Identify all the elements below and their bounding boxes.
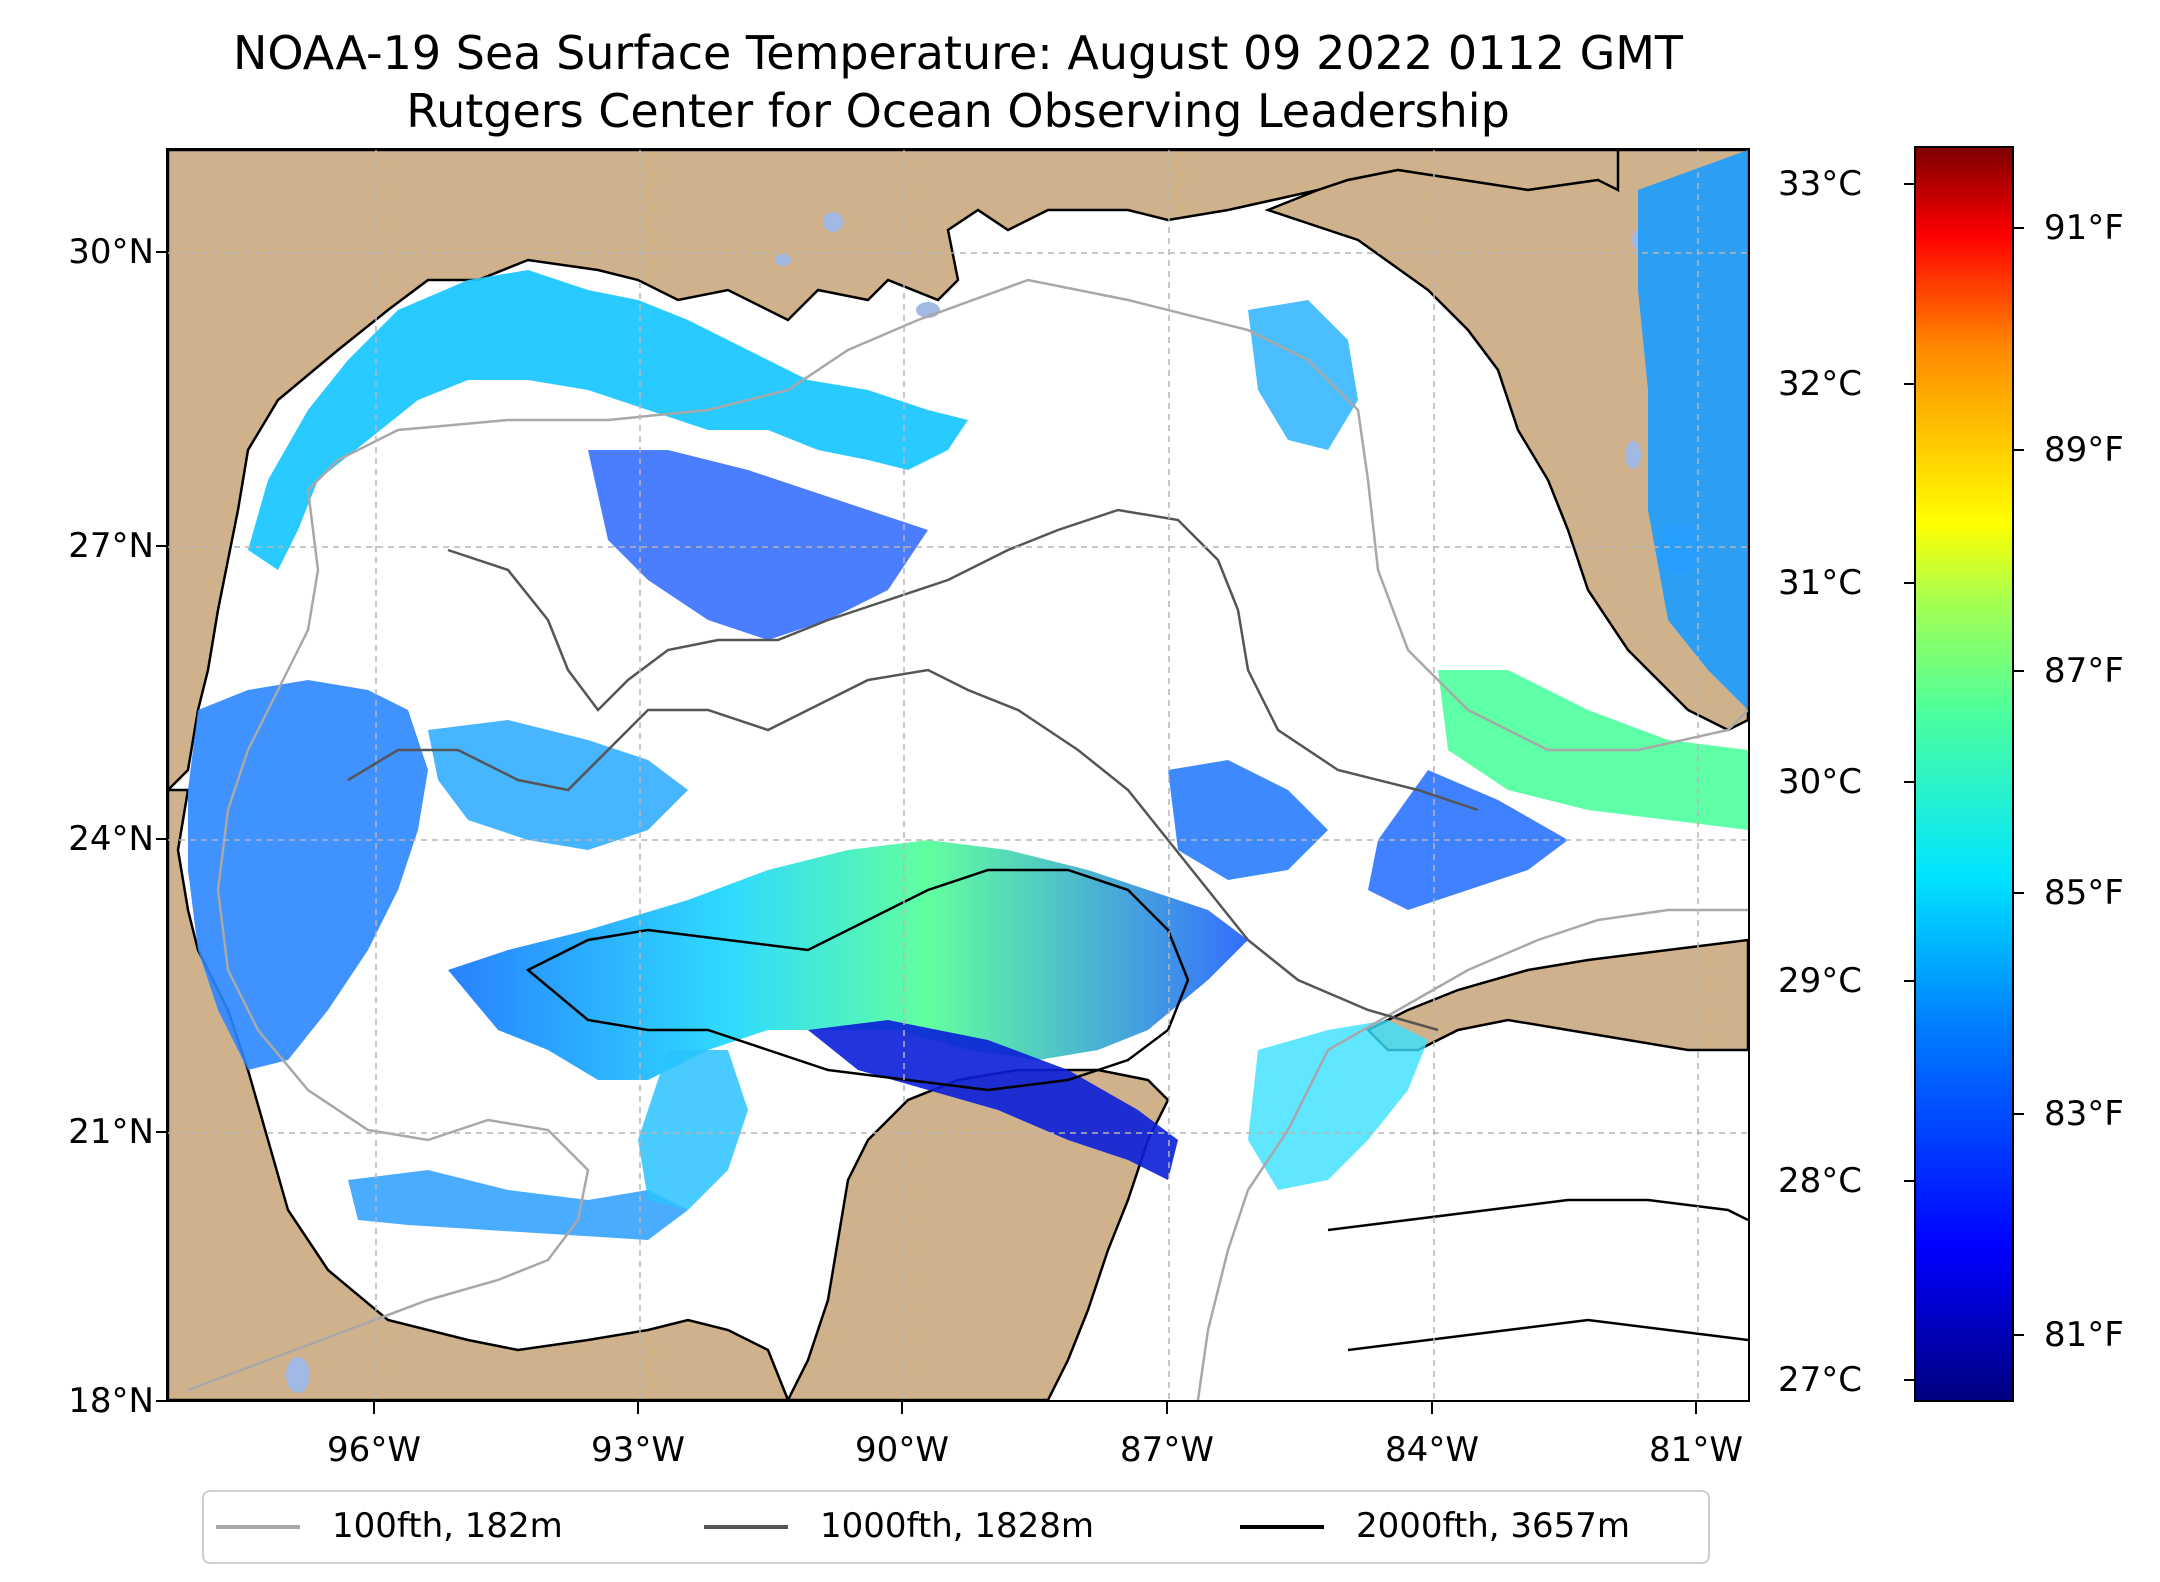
sst-west-shelf: [188, 680, 428, 1070]
lon-tick: [373, 1402, 375, 1414]
lon-label-84w: 84°W: [1385, 1430, 1479, 1470]
lat-tick: [156, 251, 168, 253]
celsius-tick: [1904, 980, 1916, 982]
sst-colorbar: [1914, 146, 2014, 1402]
legend-line-2000fth: [1240, 1525, 1324, 1529]
celsius-tick: [1904, 781, 1916, 783]
map-subtitle: Rutgers Center for Ocean Observing Leade…: [406, 84, 1510, 138]
celsius-tick: [1904, 1379, 1916, 1381]
celsius-label: 32°C: [1778, 364, 1863, 404]
sst-south-west: [348, 1170, 688, 1240]
lon-tick: [901, 1402, 903, 1414]
celsius-tick: [1904, 582, 1916, 584]
legend-line-100fth: [216, 1525, 300, 1529]
celsius-tick: [1904, 383, 1916, 385]
sst-north-central: [588, 450, 928, 640]
fahrenheit-tick: [2012, 892, 2024, 894]
lat-tick: [156, 1400, 168, 1402]
celsius-tick: [1904, 1180, 1916, 1182]
lat-tick: [156, 838, 168, 840]
lon-tick: [637, 1402, 639, 1414]
legend-label-2000fth: 2000fth, 3657m: [1356, 1506, 1631, 1546]
contour-100fth: [187, 278, 1748, 1400]
celsius-label: 28°C: [1778, 1161, 1863, 1201]
lon-tick: [1166, 1402, 1168, 1414]
sst-yucatan-channel: [1248, 1020, 1428, 1190]
sst-mid-west: [428, 720, 688, 850]
florida-peninsula: [1264, 150, 1748, 732]
legend-line-1000fth: [704, 1525, 788, 1529]
lat-tick: [156, 545, 168, 547]
celsius-label: 33°C: [1778, 164, 1863, 204]
lat-label-18n: 18°N: [68, 1381, 154, 1421]
fahrenheit-label: 83°F: [2044, 1094, 2124, 1134]
celsius-label: 29°C: [1778, 961, 1863, 1001]
sst-atlantic-coast: [1638, 150, 1748, 710]
celsius-tick: [1904, 183, 1916, 185]
bathymetry-contours: [187, 278, 1748, 1400]
contour-2000fth: [525, 868, 1748, 1352]
bathymetry-legend: 100fth, 182m 1000fth, 1828m 2000fth, 365…: [202, 1490, 1710, 1564]
lat-label-27n: 27°N: [68, 526, 154, 566]
legend-label-1000fth: 1000fth, 1828m: [820, 1506, 1095, 1546]
fahrenheit-tick: [2012, 227, 2024, 229]
map-title: NOAA-19 Sea Surface Temperature: August …: [232, 26, 1683, 80]
sst-data-patches: [188, 150, 1748, 1240]
fahrenheit-label: 91°F: [2044, 208, 2124, 248]
legend-label-100fth: 100fth, 182m: [332, 1506, 563, 1546]
map-panel: [166, 148, 1750, 1402]
fahrenheit-label: 87°F: [2044, 651, 2124, 691]
sst-central-band: [448, 840, 1248, 1080]
lat-label-21n: 21°N: [68, 1112, 154, 1152]
celsius-label: 30°C: [1778, 762, 1863, 802]
celsius-label: 27°C: [1778, 1360, 1863, 1400]
fahrenheit-label: 85°F: [2044, 873, 2124, 913]
sst-deep-blue-loop: [808, 1020, 1178, 1180]
lon-label-87w: 87°W: [1120, 1430, 1214, 1470]
lat-label-30n: 30°N: [68, 232, 154, 272]
gulf-of-mexico-map: [168, 150, 1748, 1400]
contour-1000fth: [347, 508, 1479, 1032]
lat-tick: [156, 1131, 168, 1133]
lon-label-93w: 93°W: [591, 1430, 685, 1470]
fahrenheit-tick: [2012, 1334, 2024, 1336]
celsius-label: 31°C: [1778, 563, 1863, 603]
mexico-land: [168, 788, 790, 1400]
lon-label-96w: 96°W: [327, 1430, 421, 1470]
lon-label-90w: 90°W: [855, 1430, 949, 1470]
no-data-strip: [1218, 1215, 1748, 1400]
sst-de-soto: [1248, 300, 1358, 450]
fahrenheit-tick: [2012, 1113, 2024, 1115]
fahrenheit-tick: [2012, 670, 2024, 672]
sst-northern-shelf: [248, 270, 968, 570]
sst-bay-campeche: [638, 1050, 748, 1210]
lat-label-24n: 24°N: [68, 819, 154, 859]
sst-east-mid: [1168, 760, 1328, 880]
fahrenheit-label: 89°F: [2044, 430, 2124, 470]
fahrenheit-tick: [2012, 449, 2024, 451]
fahrenheit-label: 81°F: [2044, 1315, 2124, 1355]
lon-tick: [1431, 1402, 1433, 1414]
cuba-island: [1365, 938, 1748, 1052]
lon-label-81w: 81°W: [1649, 1430, 1743, 1470]
land: [168, 150, 1748, 1400]
lon-tick: [1695, 1402, 1697, 1414]
